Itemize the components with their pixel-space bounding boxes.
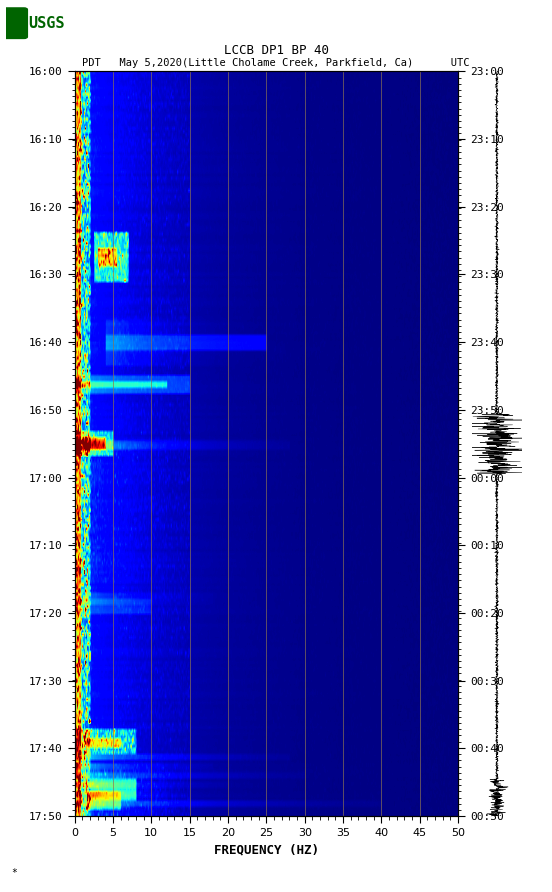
Text: PDT   May 5,2020(Little Cholame Creek, Parkfield, Ca)      UTC: PDT May 5,2020(Little Cholame Creek, Par… <box>82 58 470 69</box>
Text: USGS: USGS <box>29 16 65 30</box>
X-axis label: FREQUENCY (HZ): FREQUENCY (HZ) <box>214 844 319 856</box>
FancyBboxPatch shape <box>2 8 28 38</box>
Text: *: * <box>11 868 17 878</box>
Text: LCCB DP1 BP 40: LCCB DP1 BP 40 <box>224 44 328 57</box>
